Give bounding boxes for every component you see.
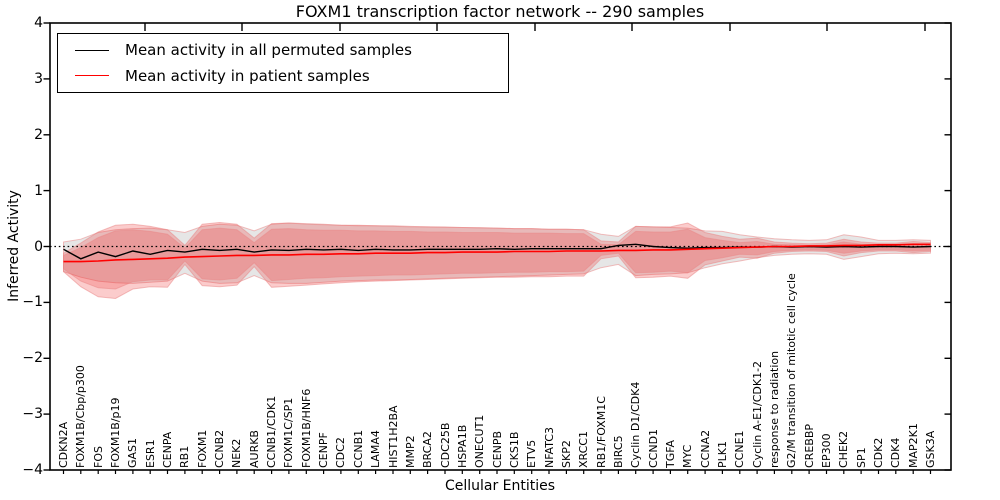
x-tick-label: CDC25B [438, 422, 452, 468]
legend-label-patient: Mean activity in patient samples [125, 66, 370, 85]
x-tick-label: CCND1 [646, 428, 660, 468]
y-tick-label: −4 [22, 462, 43, 478]
x-tick-label: CENPF [317, 432, 331, 468]
x-tick-label: Cyclin A-E1/CDK1-2 [750, 360, 764, 468]
x-tick-label: CDK4 [889, 437, 903, 468]
x-tick-label: CDK2 [872, 437, 885, 468]
x-tick-label: PLK1 [715, 441, 729, 468]
permuted-line-swatch [75, 49, 109, 51]
x-tick-label: ONECUT1 [473, 414, 487, 468]
legend-item-patient: Mean activity in patient samples [58, 67, 508, 85]
y-tick-label: 2 [34, 126, 43, 143]
x-tick-label: NEK2 [230, 438, 244, 468]
x-tick-label: CENPB [490, 430, 504, 468]
x-tick-label: MMP2 [403, 435, 417, 468]
x-tick-label: GSK3A [924, 430, 937, 468]
legend-item-permuted: Mean activity in all permuted samples [58, 41, 508, 59]
x-tick-label: FOXM1 [195, 429, 209, 468]
y-tick-label: 4 [34, 15, 43, 31]
x-tick-label: RB1/FOXM1C [594, 396, 608, 468]
x-tick-label: CKS1B [507, 431, 521, 468]
x-tick-label: CCNA2 [698, 429, 712, 468]
x-tick-label: FOXM1B/HNF6 [299, 388, 313, 468]
x-tick-label: CCNB2 [213, 429, 227, 468]
x-tick-label: RB1 [178, 445, 192, 468]
y-tick-label: −2 [22, 350, 43, 367]
legend-label-permuted: Mean activity in all permuted samples [125, 41, 412, 60]
x-tick-label: response to radiation [767, 350, 781, 468]
x-tick-label: TGFA [663, 439, 677, 468]
x-tick-label: FOXM1B/p19 [109, 397, 122, 468]
x-tick-label: GAS1 [126, 437, 140, 468]
x-tick-label: G2/M transition of mitotic cell cycle [785, 273, 799, 468]
x-tick-label: FOXM1B/Cbp/p300 [74, 365, 88, 468]
x-tick-label: EP300 [820, 433, 833, 468]
x-tick-label: Cyclin D1/CDK4 [629, 381, 643, 468]
patient-samples-outer-band [63, 221, 931, 300]
y-tick-label: 0 [34, 238, 43, 255]
x-tick-label: ESR1 [143, 439, 157, 468]
x-tick-label: CCNB1/CDK1 [265, 395, 279, 468]
x-tick-label: CENPA [161, 431, 174, 468]
x-tick-label: MAP2K1 [906, 423, 920, 468]
x-tick-label: MYC [681, 444, 695, 468]
patient-line-swatch [75, 75, 109, 77]
patient-mean-line [63, 243, 931, 263]
y-tick-label: −3 [22, 406, 43, 423]
x-tick-label: FOS [91, 446, 105, 468]
x-tick-label: HSPA1B [455, 424, 469, 468]
x-tick-label: SP1 [854, 447, 868, 468]
x-tick-label: CDC2 [334, 437, 348, 468]
y-tick-label: −1 [22, 294, 43, 311]
y-tick-label: 3 [34, 70, 43, 87]
y-tick-label: 1 [34, 182, 43, 199]
x-tick-label: SKP2 [559, 440, 573, 468]
x-tick-label: CCNB1 [351, 429, 365, 468]
x-tick-label: LAMA4 [369, 430, 383, 468]
x-tick-label: BIRC5 [611, 435, 625, 468]
x-tick-label: BRCA2 [421, 431, 435, 468]
patient-samples-inner-band [63, 227, 931, 290]
x-tick-label: HIST1H2BA [386, 405, 400, 468]
x-tick-label: AURKB [247, 430, 261, 468]
x-tick-label: NFATC3 [542, 427, 556, 468]
x-tick-label: CHEK2 [837, 430, 851, 468]
x-tick-label: ETV5 [525, 439, 539, 468]
x-axis-label: Cellular Entities [444, 478, 556, 494]
x-tick-label: XRCC1 [577, 431, 591, 468]
x-tick-label: CCNE1 [733, 430, 747, 468]
chart-title: FOXM1 transcription factor network -- 29… [295, 2, 705, 21]
x-tick-label: FOXM1C/SP1 [282, 397, 296, 468]
x-tick-label: CREBBP [802, 424, 816, 468]
legend: Mean activity in all permuted samples Me… [57, 33, 509, 93]
x-tick-label: CDKN2A [57, 421, 70, 468]
